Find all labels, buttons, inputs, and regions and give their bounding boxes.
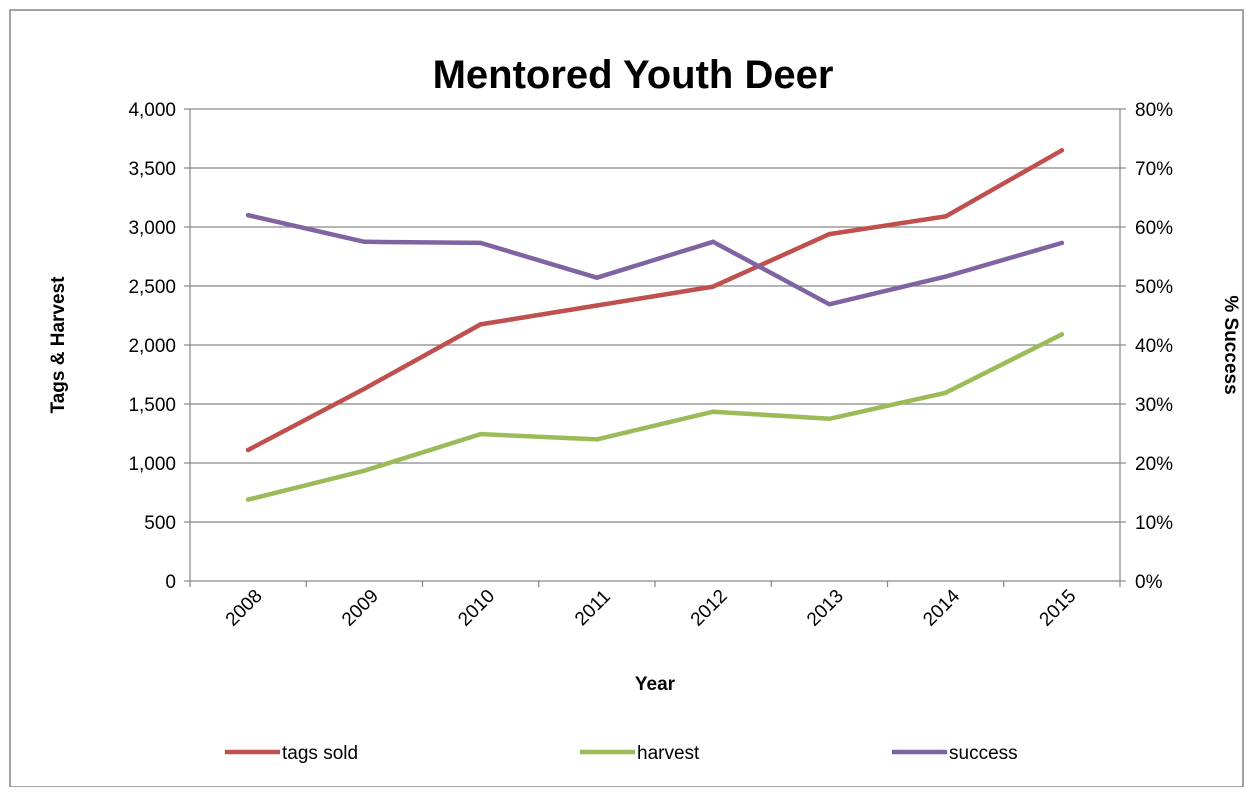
left-tick-label: 1,000 — [128, 454, 176, 475]
data-point — [943, 274, 948, 279]
data-point — [943, 214, 948, 219]
data-point — [710, 284, 716, 289]
left-tick-label: 3,000 — [128, 218, 176, 239]
legend-label: tags sold — [282, 743, 358, 764]
data-point — [594, 303, 600, 308]
right-tick-label: 50% — [1135, 277, 1173, 298]
left-tick-label: 500 — [144, 513, 176, 534]
left-tick-label: 2,000 — [128, 336, 176, 357]
right-axis-ticks: 0% 10% 20% 30% 40% 50% 60% 70% 80% — [1135, 100, 1173, 593]
x-axis-title: Year — [635, 674, 676, 695]
right-tick-label: 60% — [1135, 218, 1173, 239]
data-point — [1059, 148, 1065, 153]
y2-axis-title: % Success — [1220, 295, 1241, 394]
right-tick-label: 0% — [1135, 572, 1163, 593]
data-point — [478, 240, 483, 246]
right-tick-label: 40% — [1135, 336, 1173, 357]
left-axis-ticks: 0 500 1,000 1,500 2,000 2,500 3,000 3,500 4,000 — [128, 100, 176, 593]
legend-label: success — [949, 743, 1018, 764]
data-point — [478, 322, 483, 327]
data-point — [594, 437, 600, 442]
data-point — [1059, 240, 1065, 246]
series-line-harvest — [245, 332, 1065, 502]
data-point — [245, 213, 251, 218]
right-tick-label: 10% — [1135, 513, 1173, 534]
left-tick-label: 3,500 — [128, 159, 176, 180]
data-point — [245, 447, 251, 453]
series-line-success — [245, 212, 1065, 307]
data-point — [362, 239, 367, 244]
data-point — [710, 239, 716, 244]
series-lines — [245, 148, 1065, 502]
chart-border — [9, 9, 1244, 788]
left-tick-label: 4,000 — [128, 100, 176, 121]
legend-label: harvest — [637, 743, 700, 764]
data-point — [943, 390, 948, 395]
data-point — [245, 497, 251, 502]
chart-title: Mentored Youth Deer — [433, 53, 834, 97]
data-point — [362, 386, 367, 391]
data-point — [1059, 332, 1065, 337]
legend: tags sold harvest success — [225, 743, 1018, 764]
left-tick-label: 1,500 — [128, 395, 176, 416]
left-tick-label: 2,500 — [128, 277, 176, 298]
data-point — [362, 468, 367, 473]
data-point — [827, 302, 832, 307]
data-point — [827, 416, 832, 421]
axes — [184, 108, 1126, 587]
series-line-tags-sold — [245, 148, 1065, 453]
gridlines — [190, 108, 1120, 523]
data-point — [478, 431, 483, 437]
data-point — [594, 275, 600, 280]
data-point — [827, 231, 832, 237]
right-tick-label: 80% — [1135, 100, 1173, 121]
y-axis-title: Tags & Harvest — [48, 276, 69, 414]
right-tick-label: 30% — [1135, 395, 1173, 416]
data-point — [710, 409, 716, 414]
right-tick-label: 20% — [1135, 454, 1173, 475]
right-tick-label: 70% — [1135, 159, 1173, 180]
left-tick-label: 0 — [165, 572, 176, 593]
